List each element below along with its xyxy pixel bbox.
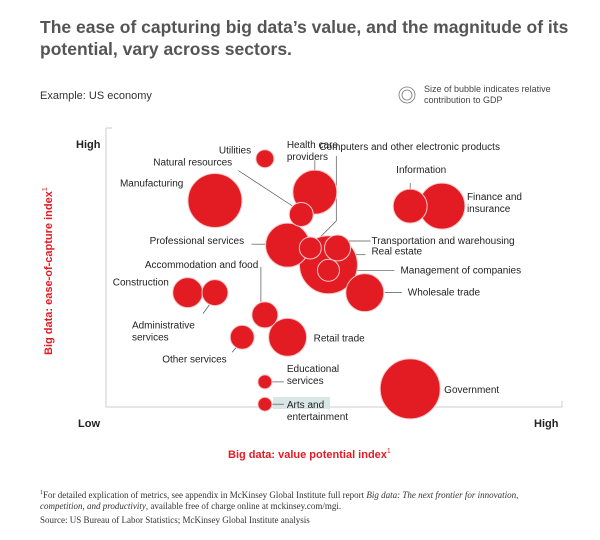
label-line: Government [444, 385, 499, 396]
label-line: Accommodation and food [145, 260, 258, 271]
label-line: services [132, 333, 169, 344]
label-line: Arts and [287, 400, 324, 411]
y-axis-high-label: High [76, 139, 101, 151]
bubble-transportation-and-warehousing [324, 234, 352, 262]
label-educational-services: Educational services [287, 364, 339, 387]
label-construction: Construction [113, 278, 169, 289]
chart-subtitle: Example: US economy [40, 90, 152, 102]
label-line: Manufacturing [120, 179, 183, 190]
label-other-services: Other services [162, 354, 226, 365]
y-axis-title-text: Big data: ease-of-capture index [43, 190, 55, 355]
label-professional-services: Professional services [150, 236, 244, 247]
label-real-estate: Real estate [371, 247, 422, 258]
label-line: Educational [287, 364, 339, 375]
label-health-care-providers: Health care providers [287, 140, 339, 163]
arts-label-highlight [273, 397, 330, 409]
footnote-text-1: For detailed explication of metrics, see… [43, 490, 367, 500]
label-line: Computers and other electronic products [319, 142, 500, 153]
bubble-administrative-services [201, 279, 229, 307]
label-finance-and-insurance: Finance and insurance [467, 192, 522, 215]
bubble-size-legend-icon [398, 86, 416, 104]
x-axis-title-text: Big data: value potential index [228, 449, 388, 461]
label-government: Government [444, 385, 499, 396]
bubble-retail-trade [268, 317, 308, 357]
label-accommodation-and-food: Accommodation and food [145, 260, 258, 271]
footnote-report-title: Big data: The next frontier for innovati… [40, 490, 519, 511]
label-arts-and-entertainment: Arts and entertainment [287, 400, 348, 423]
y-axis-title-sup: 1 [42, 187, 49, 191]
label-line: services [287, 376, 324, 387]
x-axis-title: Big data: value potential index1 [228, 448, 391, 461]
leader-line-computers-and-other-electronic-products [316, 155, 337, 242]
bubble-construction [172, 277, 204, 309]
label-line: Administrative [132, 321, 195, 332]
bubble-wholesale-trade [345, 273, 385, 313]
label-administrative-services: Administrative services [132, 321, 195, 344]
label-line: Utilities [219, 146, 251, 157]
bubble-information [392, 188, 428, 224]
footnote-text-2: , available free of charge online at mck… [145, 501, 342, 511]
bubble-educational-services [257, 374, 273, 390]
label-line: Transportation and warehousing [372, 236, 515, 247]
y-axis-title: Big data: ease-of-capture index1 [42, 187, 55, 355]
bubble-size-legend: Size of bubble indicates relative contri… [398, 84, 564, 106]
label-utilities: Utilities [219, 146, 251, 157]
label-line: Wholesale trade [408, 288, 481, 299]
label-line: Other services [162, 354, 226, 365]
label-retail-trade: Retail trade [314, 333, 366, 344]
bubble-size-legend-text: Size of bubble indicates relative contri… [424, 84, 551, 105]
bubble-management-of-companies [316, 258, 340, 282]
label-line: Construction [113, 278, 169, 289]
bubbles [172, 149, 466, 420]
label-wholesale-trade: Wholesale trade [408, 288, 481, 299]
source-note: Source: US Bureau of Labor Statistics; M… [40, 515, 310, 525]
label-line: insurance [467, 204, 511, 215]
label-line: Information [396, 165, 446, 176]
label-information: Information [396, 165, 446, 176]
label-line: Finance and [467, 192, 522, 203]
bubble-labels: Utilities Manufacturing Health care provide… [113, 140, 522, 423]
label-line: Real estate [371, 247, 422, 258]
label-line: Natural resources [153, 157, 232, 168]
label-line: entertainment [287, 412, 348, 423]
label-line: providers [287, 152, 328, 163]
label-line: Health care [287, 140, 339, 151]
y-axis-low-label: Low [78, 418, 100, 430]
label-natural-resources: Natural resources [153, 157, 232, 168]
x-axis-high-label: High [534, 418, 559, 430]
label-computers-and-other-electronic-products: Computers and other electronic products [319, 142, 500, 153]
label-manufacturing: Manufacturing [120, 179, 183, 190]
bubble-accommodation-and-food [251, 301, 279, 329]
label-management-of-companies: Management of companies [400, 265, 521, 276]
bubble-utilities [255, 149, 275, 169]
label-line: Professional services [150, 236, 244, 247]
leader-line-natural-resources [238, 170, 294, 207]
chart-title: The ease of capturing big data’s value, … [40, 17, 569, 59]
bubble-other-services [229, 324, 255, 350]
bubble-arts-and-entertainment [257, 396, 273, 412]
bubble-computers-and-other-electronic-products [298, 236, 322, 260]
x-axis-title-sup: 1 [387, 448, 391, 455]
label-line: Management of companies [400, 265, 521, 276]
bubble-manufacturing [187, 173, 243, 229]
bubble-natural-resources [288, 201, 314, 227]
axes: High Low High Big data: value potential … [42, 127, 563, 461]
footnote-marker: 1 [40, 490, 43, 496]
label-line: Retail trade [314, 333, 366, 344]
footnote: 1For detailed explication of metrics, se… [40, 488, 560, 512]
bubble-government [379, 358, 441, 420]
label-transportation-and-warehousing: Transportation and warehousing [372, 236, 515, 247]
